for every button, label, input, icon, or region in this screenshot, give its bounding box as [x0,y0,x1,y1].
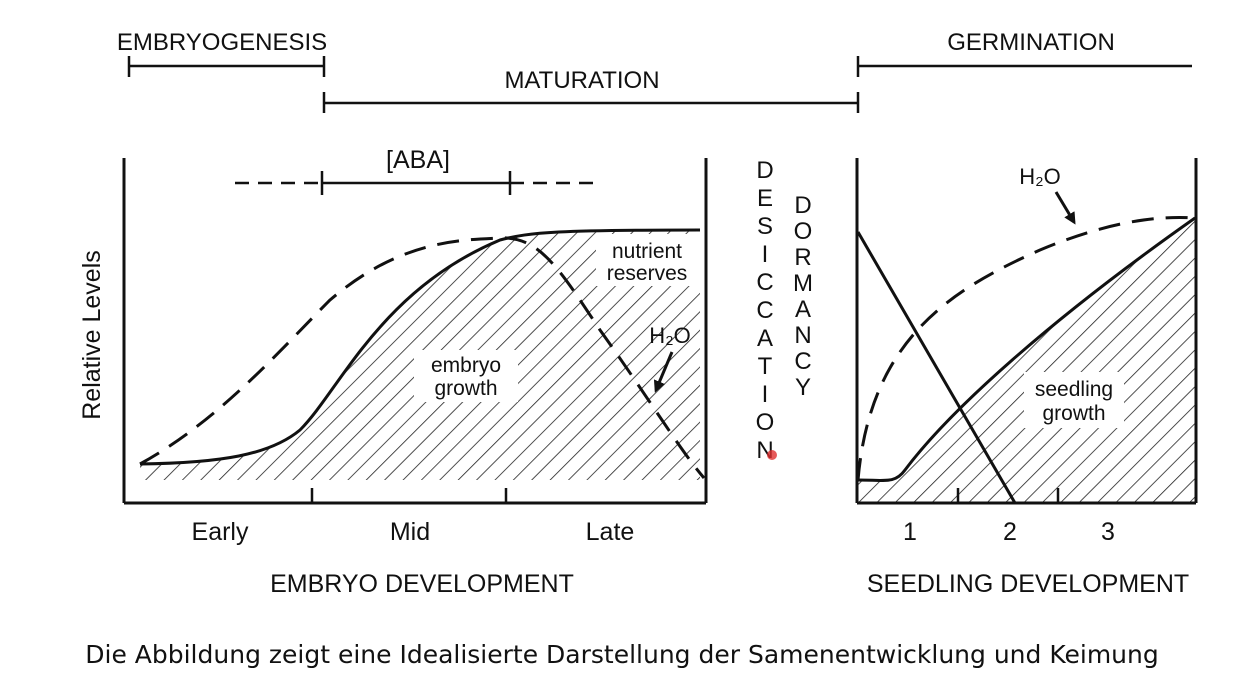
embryo-x-title: EMBRYO DEVELOPMENT [270,570,574,598]
seedling-growth-area [858,218,1195,503]
seedling-growth-label-line2: growth [1042,402,1105,425]
embryo-water-arrow [653,351,674,393]
phase-germination-label: GERMINATION [947,29,1115,56]
seedling-water-label: H₂O [1019,164,1061,189]
seedling-x-title: SEEDLING DEVELOPMENT [867,570,1189,598]
phase-germination: GERMINATION [856,29,1192,77]
embryo-growth-label-line1: embryo [431,354,501,377]
seedling-panel: 1 2 3 SEEDLING DEVELOPMENT seedling grow… [855,158,1198,598]
nutrient-label-line2: reserves [607,262,688,285]
seedling-water-arrow [1054,191,1076,225]
phase-maturation-label: MATURATION [504,67,659,94]
phase-maturation: MATURATION [322,67,860,113]
tick-label-2: 2 [1003,518,1017,546]
phase-embryogenesis-label: EMBRYOGENESIS [117,29,327,56]
tick-label-1: 1 [903,518,917,546]
cursor-dot [767,450,777,460]
phase-embryogenesis: EMBRYOGENESIS [117,29,327,77]
tick-label-early: Early [192,518,249,546]
nutrient-label-line1: nutrient [612,240,682,263]
tick-label-late: Late [586,518,635,546]
embryo-panel: Early Mid Late EMBRYO DEVELOPMENT nutrie… [122,158,708,598]
tick-label-3: 3 [1101,518,1115,546]
embryo-water-curve [139,236,706,479]
tick-label-mid: Mid [390,518,430,546]
embryo-growth-label-line2: growth [434,377,497,400]
aba-range: [ABA] [235,146,596,195]
aba-label: [ABA] [386,146,450,174]
seedling-growth-label-line1: seedling [1035,378,1113,401]
seedling-growth-curve [857,216,1196,483]
figure-caption: Die Abbildung zeigt eine Idealisierte Da… [85,640,1159,669]
reserves-decline-line [856,231,1017,504]
nutrient-reserves-curve [139,228,701,466]
y-axis-label: Relative Levels [78,250,106,420]
seedling-water-curve [856,216,1196,481]
embryo-water-label: H₂O [649,323,691,348]
